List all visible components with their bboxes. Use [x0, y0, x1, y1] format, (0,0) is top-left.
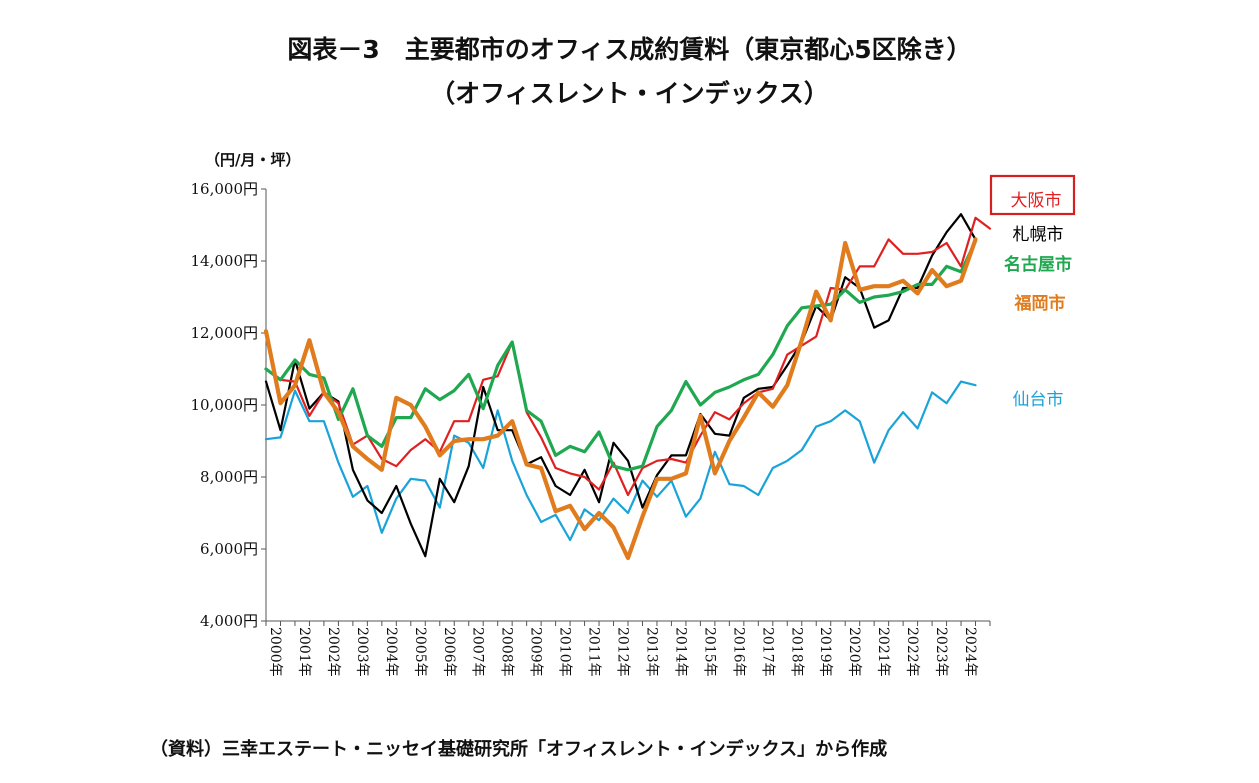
- legend-highlight-box: [989, 174, 1076, 216]
- x-tick-label: 2000年: [267, 627, 283, 677]
- series-line-大阪市: [264, 216, 992, 497]
- y-tick-label: 12,000円: [191, 324, 259, 342]
- x-tick-label: 2005年: [412, 627, 428, 677]
- x-tick-label: 2013年: [643, 627, 659, 677]
- y-tick-label: 16,000円: [191, 180, 259, 198]
- chart-title-line2: （オフィスレント・インデックス）: [430, 79, 829, 108]
- y-tick-label: 4,000円: [200, 612, 258, 630]
- x-tick-label: 2018年: [788, 627, 804, 677]
- x-tick-label: 2009年: [528, 627, 544, 677]
- series-line-名古屋市: [264, 239, 978, 472]
- legend-label-仙台市: 仙台市: [1013, 390, 1064, 410]
- chart-title-line1: 図表－3 主要都市のオフィス成約賃料（東京都心5区除き）: [287, 35, 972, 64]
- y-axis-unit-label: （円/月・坪）: [205, 151, 300, 169]
- legend-label-大阪市: 大阪市: [1011, 191, 1062, 211]
- x-tick-label: 2016年: [730, 627, 746, 677]
- x-tick-label: 2020年: [846, 627, 862, 677]
- series-line-仙台市: [264, 380, 977, 542]
- x-tick-label: 2006年: [441, 627, 457, 677]
- x-tick-label: 2022年: [904, 627, 920, 677]
- x-tick-label: 2010年: [557, 627, 573, 677]
- legend-label-福岡市: 福岡市: [1014, 293, 1066, 314]
- x-tick-label: 2011年: [586, 627, 602, 677]
- x-tick-label: 2024年: [962, 627, 978, 677]
- x-tick-label: 2004年: [383, 627, 399, 677]
- x-tick-label: 2021年: [875, 627, 891, 677]
- x-tick-label: 2012年: [615, 627, 631, 677]
- x-tick-label: 2007年: [470, 627, 486, 677]
- source-note: （資料）三幸エステート・ニッセイ基礎研究所「オフィスレント・インデックス」から作…: [150, 739, 888, 760]
- x-tick-label: 2023年: [933, 627, 949, 677]
- x-tick-label: 2019年: [817, 627, 833, 677]
- y-tick-label: 8,000円: [200, 468, 258, 486]
- x-tick-label: 2017年: [759, 627, 775, 677]
- x-tick-label: 2001年: [296, 627, 312, 677]
- x-tick-label: 2014年: [672, 627, 688, 677]
- y-tick-label: 10,000円: [191, 396, 259, 414]
- x-tick-label: 2003年: [354, 627, 370, 677]
- x-tick-label: 2002年: [325, 627, 341, 677]
- y-tick-label: 14,000円: [191, 252, 259, 270]
- legend-label-札幌市: 札幌市: [1013, 225, 1064, 245]
- legend-label-名古屋市: 名古屋市: [1004, 254, 1072, 275]
- x-tick-label: 2008年: [499, 627, 515, 677]
- x-tick-label: 2015年: [701, 627, 717, 677]
- y-tick-label: 6,000円: [200, 540, 258, 558]
- series-line-福岡市: [263, 237, 978, 561]
